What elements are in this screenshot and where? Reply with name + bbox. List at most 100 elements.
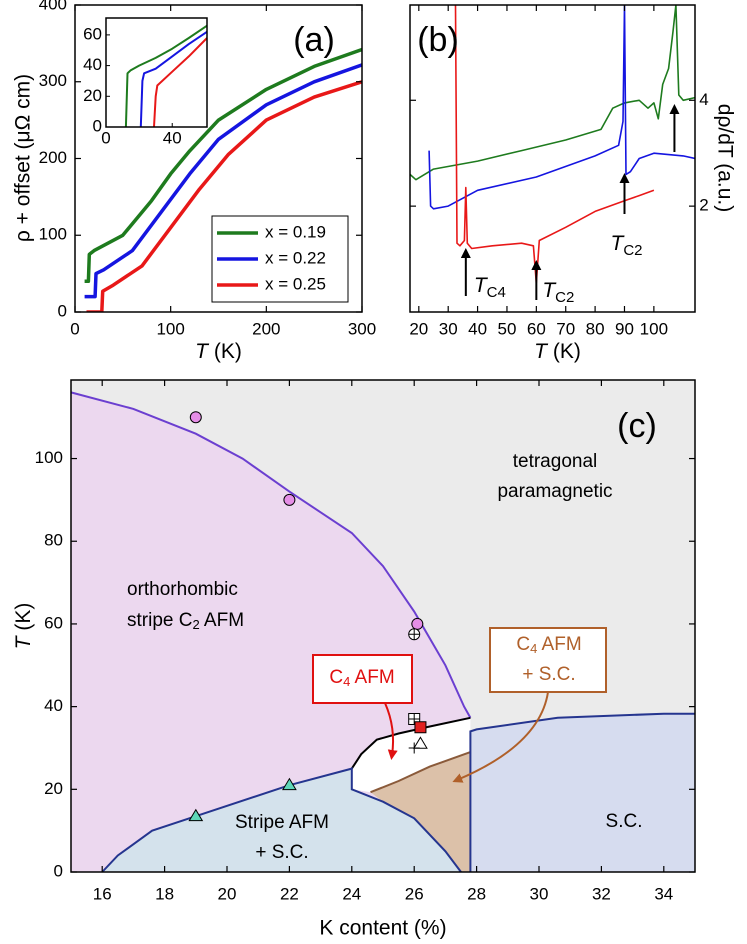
- annotation-subscript: C2: [555, 289, 574, 306]
- annotation-subscript: C4: [487, 284, 506, 301]
- x-tick-label: 40: [163, 128, 182, 147]
- legend-label: x = 0.22: [265, 248, 326, 267]
- label-subscript: 4: [343, 674, 350, 689]
- arrow: [384, 702, 398, 760]
- data-point: [188, 808, 204, 822]
- panel-label: (a): [293, 21, 335, 59]
- label-part: stripe C: [127, 610, 192, 631]
- x-tick-label: 80: [586, 319, 605, 338]
- x-tick-label: 32: [592, 884, 611, 903]
- x-tick-label: 60: [527, 319, 546, 338]
- region-label: + S.C.: [522, 664, 575, 685]
- x-tick-label: 20: [218, 884, 237, 903]
- label-subscript: 2: [192, 617, 199, 632]
- phase-region: [370, 752, 471, 872]
- plot-frame: [409, 4, 696, 313]
- phase-boundary: [370, 751, 471, 794]
- x-tick-label: 90: [615, 319, 634, 338]
- label-part: T: [12, 634, 35, 649]
- panel-label: (b): [417, 21, 459, 59]
- phase-region: [102, 768, 461, 872]
- region-label: Stripe AFM: [235, 812, 329, 833]
- annotation-text: T: [474, 274, 489, 297]
- y2-tick-label: 2: [699, 196, 708, 215]
- series-line: [428, 5, 695, 210]
- region-label: stripe C2 AFM: [127, 610, 244, 632]
- y-tick-label: 100: [35, 448, 63, 467]
- series-line: [84, 63, 362, 299]
- series-line: [410, 5, 695, 181]
- y2-axis-label: dρ/dT (a.u.): [713, 104, 736, 212]
- legend-label: x = 0.25: [265, 274, 326, 293]
- y-tick-label: 300: [39, 71, 67, 90]
- x-tick-label: 28: [467, 884, 486, 903]
- phase-boundary: [350, 716, 471, 770]
- data-point: [408, 628, 421, 641]
- x-tick-label: 18: [155, 884, 174, 903]
- y-tick-label: 60: [44, 613, 63, 632]
- y-tick-label: 40: [44, 696, 63, 715]
- series-line: [84, 47, 362, 284]
- annotation-text: T: [542, 279, 557, 302]
- phase-region: [351, 717, 471, 793]
- label-box: [312, 654, 413, 704]
- x-tick-label: 40: [468, 319, 487, 338]
- x-tick-label: 16: [93, 884, 112, 903]
- x-tick-label: 34: [654, 884, 673, 903]
- label-part: T: [534, 340, 549, 363]
- legend-label: x = 0.19: [265, 222, 326, 241]
- annotation: TC2: [610, 232, 642, 259]
- series-line: [86, 80, 362, 312]
- label-part: AFM: [200, 610, 244, 631]
- series-line: [124, 24, 208, 128]
- label-part: (K): [12, 603, 35, 637]
- data-point: [411, 618, 424, 630]
- data-point: [414, 721, 427, 734]
- label-part: T: [195, 340, 210, 363]
- y-tick-label: 60: [83, 24, 102, 43]
- plot-frame: [70, 379, 696, 873]
- data-point: [282, 777, 297, 791]
- y-axis-label: ρ + offset (μΩ cm): [12, 74, 35, 242]
- arrow: [452, 691, 549, 783]
- region-label: paramagnetic: [497, 481, 612, 502]
- region-label: + S.C.: [255, 842, 308, 863]
- y-tick-label: 20: [44, 779, 63, 798]
- plot-background: [410, 5, 695, 312]
- data-point: [408, 742, 420, 754]
- y-axis-label: T (K): [12, 603, 35, 650]
- data-point: [283, 493, 296, 506]
- x-tick-label: 22: [280, 884, 299, 903]
- data-point: [189, 411, 202, 424]
- region-label: C4 AFM: [516, 634, 581, 656]
- phase-region: [470, 713, 695, 872]
- panel-label: (c): [617, 407, 657, 445]
- region-label: S.C.: [606, 811, 643, 832]
- x-tick-label: 300: [348, 319, 376, 338]
- label-part: C: [329, 667, 343, 688]
- region-label: tetragonal: [513, 451, 598, 472]
- legend: x = 0.19 x = 0.22 x = 0.25: [211, 215, 349, 303]
- phase-boundary: [469, 712, 695, 872]
- plot-frame: [105, 17, 208, 128]
- annotation: TC2: [542, 279, 574, 306]
- annotation-text: T: [610, 232, 625, 255]
- x-tick-label: 100: [156, 319, 184, 338]
- annotation: TC4: [474, 274, 506, 301]
- y2-tick-label: 4: [699, 90, 708, 109]
- inset-background: [106, 18, 207, 127]
- y-tick-label: 40: [83, 55, 102, 74]
- y-tick-label: 200: [39, 148, 67, 167]
- data-point: [413, 736, 428, 749]
- label-part: (K): [547, 340, 581, 363]
- y-tick-label: 0: [54, 861, 63, 880]
- panel-b: 20 30 40 50 60 70 80 90 100 2 4 T (K) dρ/dT (a.u.) (b…: [409, 4, 736, 363]
- x-tick-label: 20: [409, 319, 428, 338]
- x-tick-label: 26: [405, 884, 424, 903]
- y-tick-label: 20: [83, 86, 102, 105]
- label-part: (K): [208, 340, 242, 363]
- x-axis-label: K content (%): [319, 917, 446, 940]
- label-box: [489, 627, 607, 693]
